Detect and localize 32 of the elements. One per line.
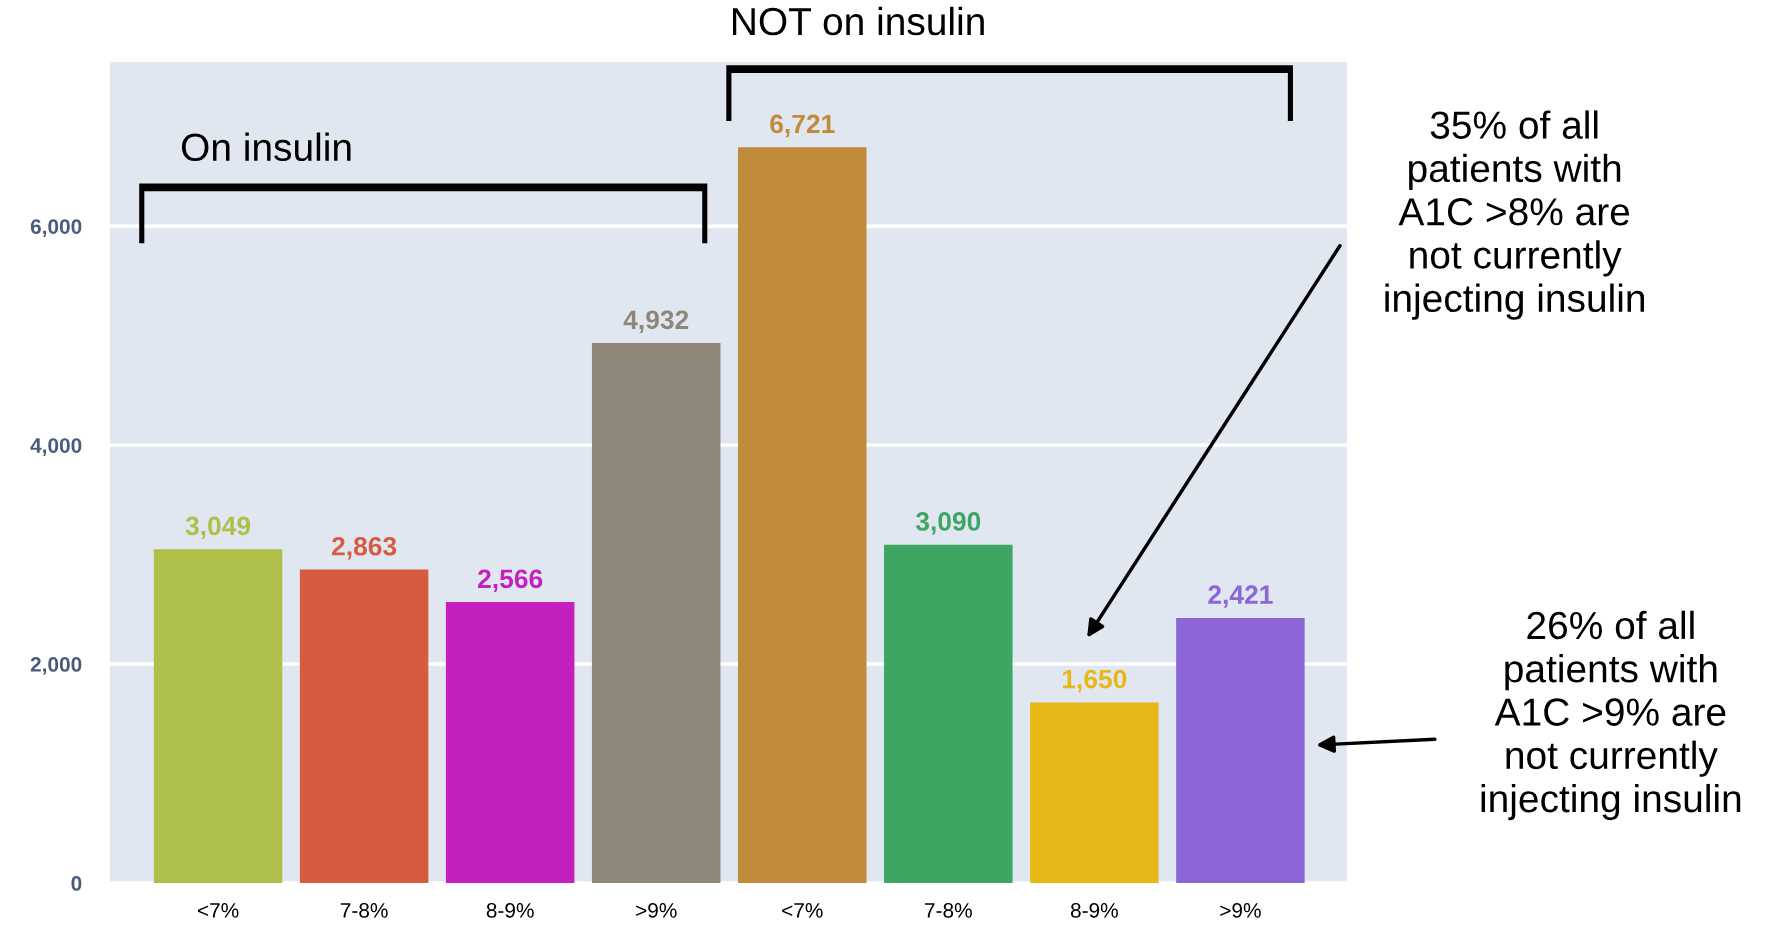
bar bbox=[591, 343, 721, 883]
x-tick-label: 8-9% bbox=[486, 902, 534, 918]
data-label: 3,090 bbox=[915, 512, 981, 535]
annotation: On insulin bbox=[181, 132, 351, 162]
x-tick-label: 8-9% bbox=[1070, 902, 1118, 918]
y-tick-label: 2,000 bbox=[30, 657, 82, 675]
data-label: 6,721 bbox=[770, 114, 835, 138]
x-tick-label: 7-8% bbox=[925, 902, 972, 918]
x-tick-label: >9% bbox=[636, 902, 677, 918]
y-tick-label: 4,000 bbox=[30, 438, 82, 456]
bar bbox=[445, 602, 575, 883]
text: 26% of all patients with A1C >9% are not currently injecting insulin bbox=[1481, 610, 1741, 821]
x-tick-label: >9% bbox=[1220, 902, 1261, 918]
data-label: 2,421 bbox=[1208, 585, 1273, 608]
data-label: 1,650 bbox=[1062, 669, 1127, 693]
y-tick-label: 6,000 bbox=[30, 219, 82, 237]
data-label: 2,566 bbox=[478, 569, 543, 592]
bar bbox=[884, 544, 1013, 883]
x-tick-label: 7-8% bbox=[340, 902, 388, 918]
data-label: 4,932 bbox=[623, 310, 689, 333]
bar bbox=[1030, 702, 1159, 883]
x-tick-label: <7% bbox=[782, 903, 823, 918]
bar bbox=[1176, 617, 1305, 883]
bar bbox=[153, 549, 283, 883]
data-label: 3,049 bbox=[185, 516, 251, 540]
x-tick-label: <7% bbox=[197, 903, 239, 918]
bar bbox=[737, 147, 867, 883]
y-tick-label: 0 bbox=[71, 876, 82, 891]
data-label: 2,863 bbox=[332, 536, 397, 560]
text: 35% of all patients with A1C >8% are not currently injecting insulin bbox=[1385, 110, 1644, 320]
bar bbox=[299, 569, 429, 883]
text: NOT on insulin bbox=[733, 6, 984, 36]
